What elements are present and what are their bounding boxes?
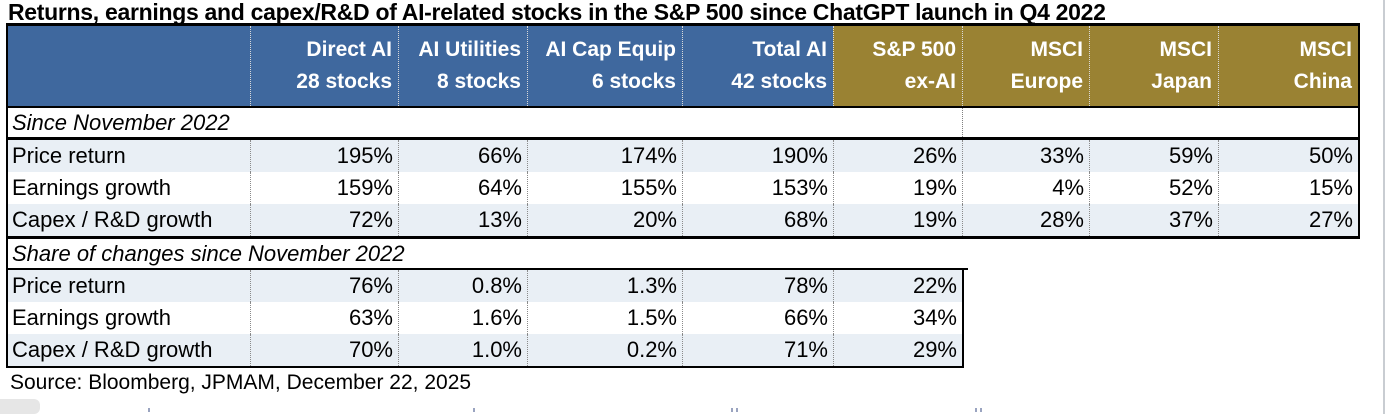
table-row-price-return-share: Price return 76% 0.8% 1.3% 78% 22% [8, 270, 962, 302]
table-row-capex-rd-growth-share: Capex / R&D growth 70% 1.0% 0.2% 71% 29% [8, 334, 962, 366]
scan-artifact-corner [0, 399, 40, 414]
scan-artifact-tick [473, 408, 475, 412]
main-table: Direct AI 28 stocks AI Utilities 8 stock… [6, 23, 1360, 239]
header-corner-cell [8, 26, 250, 106]
table-row-earnings-growth: Earnings growth 159% 64% 155% 153% 19% 4… [8, 172, 1358, 204]
scan-artifact-tick [148, 408, 150, 412]
scan-artifact-tick [975, 408, 977, 412]
column-header-msci-europe: MSCI Europe [962, 26, 1089, 106]
column-header-sp500-ex-ai: S&P 500 ex-AI [833, 26, 962, 106]
share-of-changes-body: Price return 76% 0.8% 1.3% 78% 22% Earni… [8, 270, 964, 368]
column-header-msci-china: MSCI China [1218, 26, 1358, 106]
column-header-direct-ai: Direct AI 28 stocks [250, 26, 398, 106]
scan-artifact-tick [980, 408, 982, 412]
column-header-ai-cap-equip: AI Cap Equip 6 stocks [527, 26, 682, 106]
scan-artifact-tick [731, 408, 733, 412]
page-edge-line [1383, 0, 1385, 414]
column-header-total-ai: Total AI 42 stocks [682, 26, 833, 106]
source-line: Source: Bloomberg, JPMAM, December 22, 2… [10, 371, 472, 394]
section-header-empty-cell [962, 108, 1358, 137]
table-row-capex-rd-growth: Capex / R&D growth 72% 13% 20% 68% 19% 2… [8, 204, 1358, 236]
table-row-earnings-growth-share: Earnings growth 63% 1.6% 1.5% 66% 34% [8, 302, 962, 334]
column-header-msci-japan: MSCI Japan [1089, 26, 1218, 106]
section-header-share-of-changes: Share of changes since November 2022 [8, 239, 968, 270]
column-header-ai-utilities: AI Utilities 8 stocks [398, 26, 527, 106]
exhibit-title: Returns, earnings and capex/R&D of AI-re… [8, 0, 1106, 25]
share-of-changes-table: Share of changes since November 2022 Pri… [6, 239, 968, 368]
table-header-row: Direct AI 28 stocks AI Utilities 8 stock… [8, 26, 1358, 108]
table-row-price-return: Price return 195% 66% 174% 190% 26% 33% … [8, 140, 1358, 172]
section-header-since-nov-2022: Since November 2022 [8, 108, 1358, 140]
scan-artifact-tick [736, 408, 738, 412]
